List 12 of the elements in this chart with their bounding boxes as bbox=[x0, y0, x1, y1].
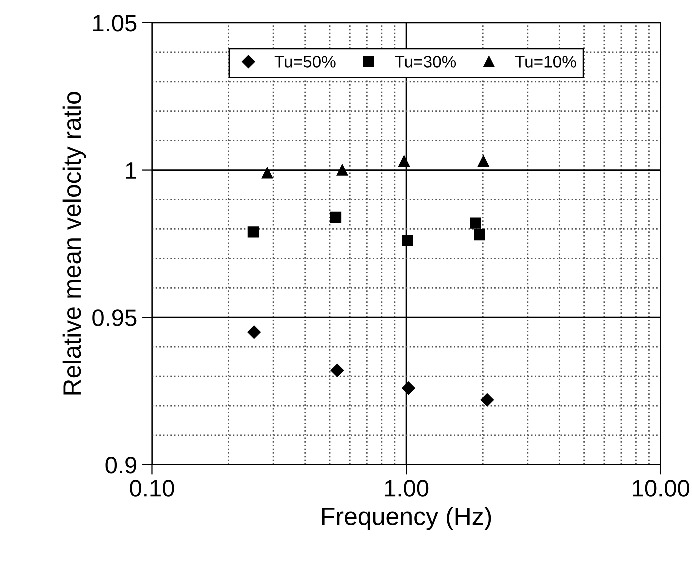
y-tick-label: 1 bbox=[126, 162, 137, 179]
y-tick-label: 0.95 bbox=[92, 310, 137, 326]
x-tick-label: 1.00 bbox=[385, 480, 429, 497]
y-tick-label: 1.05 bbox=[94, 15, 137, 32]
y-axis-title: Relative mean velocity ratio bbox=[62, 92, 86, 395]
legend-label: Tu=30% bbox=[395, 56, 456, 68]
legend-label: Tu=10% bbox=[515, 56, 576, 68]
legend-label: Tu=50% bbox=[274, 56, 336, 68]
x-tick-label: 0.10 bbox=[130, 480, 174, 497]
y-tick-label: 0.9 bbox=[106, 457, 137, 474]
x-tick-label: 10.00 bbox=[633, 480, 690, 497]
x-axis-title: Frequency (Hz) bbox=[322, 507, 492, 530]
